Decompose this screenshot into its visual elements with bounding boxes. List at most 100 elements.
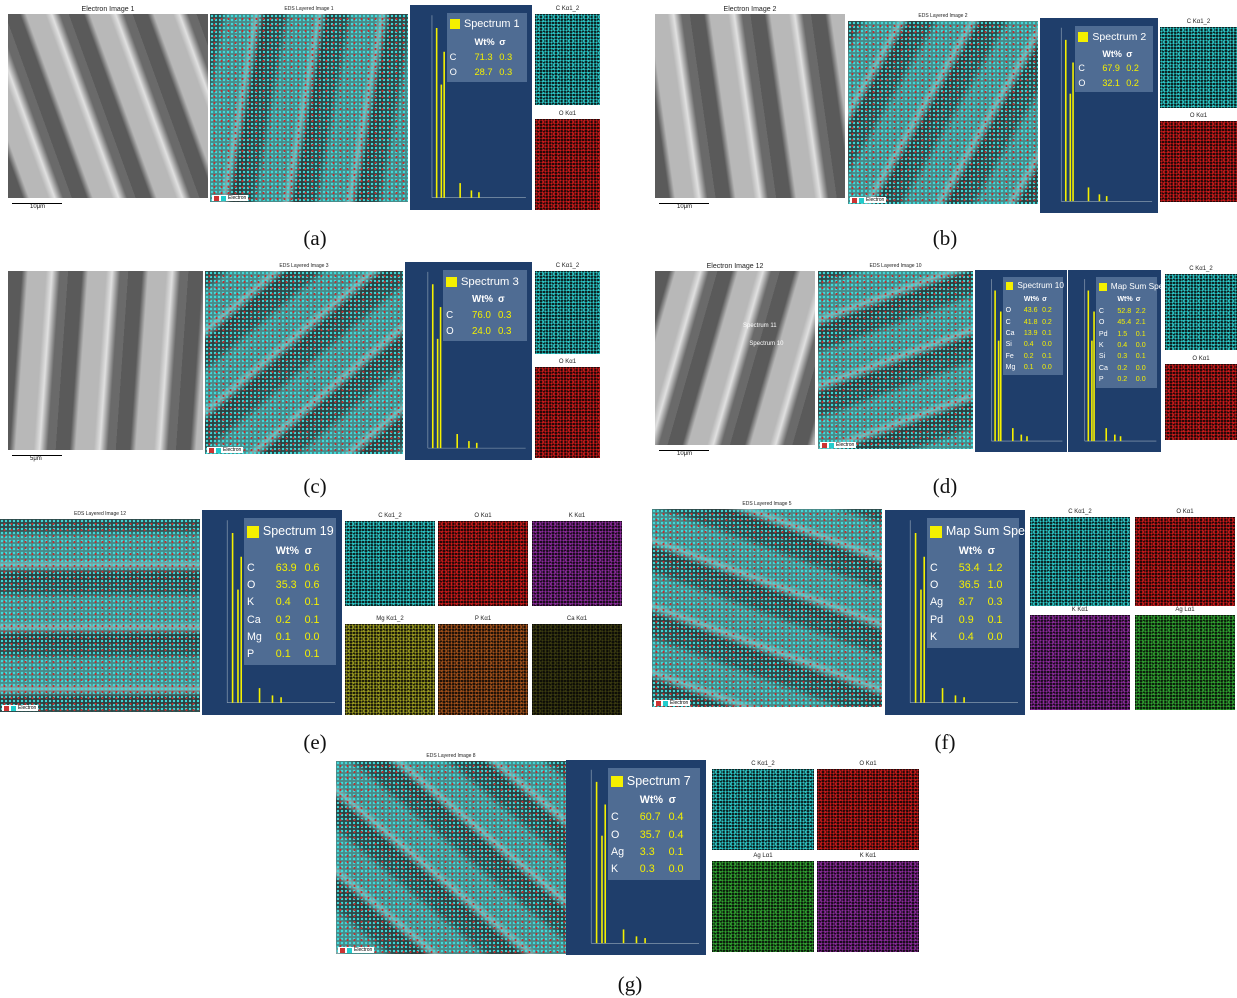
legend: Electron [338, 947, 374, 953]
map-image [1030, 615, 1130, 710]
electron-image: Spectrum 11Spectrum 10Electron Image 121… [655, 262, 815, 457]
value-cell: 0.4 [959, 629, 988, 646]
panel-label: (e) [303, 730, 326, 755]
element-cell: Mg [1006, 362, 1024, 373]
table-header: Wt%σ [446, 292, 524, 308]
map-image [1135, 517, 1235, 610]
legend-swatch [852, 198, 857, 203]
legend: Electron [820, 442, 856, 448]
value-cell: 28.7 [474, 65, 499, 80]
image-title: EDS Layered Image 1 [210, 5, 408, 14]
map-title: C Kα1_2 [712, 760, 814, 769]
image-title: EDS Layered Image 3 [205, 262, 403, 271]
map-image [712, 769, 814, 850]
value-cell: 0.0 [1042, 339, 1060, 350]
map-image [345, 624, 435, 715]
table-row: O35.70.4 [611, 827, 697, 844]
eds-image [0, 519, 200, 712]
value-cell: 0.0 [1136, 374, 1154, 385]
element-map: O Kα1 [1135, 508, 1235, 610]
element-cell: C [446, 308, 472, 324]
element-map: K Kα1 [1030, 606, 1130, 710]
element-cell: C [1078, 61, 1102, 76]
value-cell: 0.3 [499, 65, 524, 80]
element-cell: Mg [247, 629, 276, 646]
legend: Electron [207, 447, 243, 453]
element-map: C Kα1_2 [345, 512, 435, 606]
table-row: C71.30.3 [450, 50, 525, 65]
panel-label: (b) [933, 226, 958, 251]
scale-label: 5μm [28, 456, 44, 462]
table-row: K0.30.0 [611, 861, 697, 878]
swatch [450, 19, 460, 29]
element-map: O Kα1 [1160, 112, 1237, 202]
spectrum-panel: Map Sum SpectrumWt%σC53.41.2O36.51.0Ag8.… [885, 510, 1025, 715]
value-cell: 60.7 [640, 809, 669, 826]
value-cell: 0.3 [1117, 351, 1135, 362]
result-box: Spectrum 2Wt%σC67.90.2O32.10.2 [1075, 26, 1153, 93]
element-map: C Kα1_2 [1165, 265, 1237, 350]
table-row: C63.90.6 [247, 560, 333, 577]
spectrum-name-row: Spectrum 2 [1078, 28, 1150, 47]
legend-swatch [822, 443, 827, 448]
map-image [1160, 27, 1237, 108]
value-cell: 0.3 [640, 861, 669, 878]
value-cell: 0.2 [1117, 374, 1135, 385]
map-title: Ag Lα1 [1135, 606, 1235, 615]
value-cell: 32.1 [1102, 76, 1126, 91]
panel-label: (f) [935, 730, 956, 755]
element-cell: C [247, 560, 276, 577]
value-cell: 0.1 [276, 646, 305, 663]
table-header: Wt%σ [450, 35, 525, 50]
table-row: Mg0.10.0 [247, 629, 333, 646]
table-row: Ca0.20.1 [247, 612, 333, 629]
map-image [438, 521, 528, 606]
header-cell: Wt% [1117, 294, 1135, 305]
element-cell: O [446, 324, 472, 340]
annotation: Spectrum 11 [743, 323, 777, 329]
legend-swatch [214, 196, 219, 201]
image-title: EDS Layered Image 5 [652, 500, 882, 509]
element-map: Ca Kα1 [532, 615, 622, 715]
table-row: O43.60.2 [1006, 305, 1061, 316]
value-cell: 0.3 [988, 594, 1017, 611]
value-cell: 0.2 [1126, 76, 1150, 91]
value-cell: 67.9 [1102, 61, 1126, 76]
spectrum-panel: Spectrum 10Wt%σO43.60.2C41.80.2Ca13.90.1… [975, 270, 1067, 452]
element-cell: C [930, 560, 959, 577]
element-cell: Si [1006, 339, 1024, 350]
image-title: EDS Layered Image 8 [336, 752, 566, 761]
table-header: Wt%σ [930, 543, 1016, 560]
value-cell: 1.2 [988, 560, 1017, 577]
value-cell: 0.2 [1126, 61, 1150, 76]
value-cell: 53.4 [959, 560, 988, 577]
spectrum-name-row: Spectrum 7 [611, 770, 697, 792]
value-cell: 0.1 [1042, 351, 1060, 362]
value-cell: 13.9 [1024, 328, 1042, 339]
eds-image [652, 509, 882, 707]
layered-image: EDS Layered Image 8 Electron [336, 752, 566, 962]
value-cell: 0.4 [669, 827, 698, 844]
header-spacer [1078, 47, 1102, 62]
value-cell: 2.2 [1136, 306, 1154, 317]
map-title: Ag Lα1 [712, 852, 814, 861]
map-title: P Kα1 [438, 615, 528, 624]
spectrum-name-row: Spectrum 19 [247, 520, 333, 542]
legend-swatch [859, 198, 864, 203]
table-header: Wt%σ [1006, 294, 1061, 305]
value-cell: 45.4 [1117, 317, 1135, 328]
swatch [930, 526, 942, 538]
value-cell: 1.0 [988, 577, 1017, 594]
layered-image: EDS Layered Image 1Electron [210, 5, 408, 210]
element-cell: Si [1099, 351, 1117, 362]
value-cell: 8.7 [959, 594, 988, 611]
value-cell: 0.1 [1136, 329, 1154, 340]
value-cell: 24.0 [472, 324, 498, 340]
value-cell: 0.0 [1042, 362, 1060, 373]
legend: Electron [654, 700, 690, 706]
